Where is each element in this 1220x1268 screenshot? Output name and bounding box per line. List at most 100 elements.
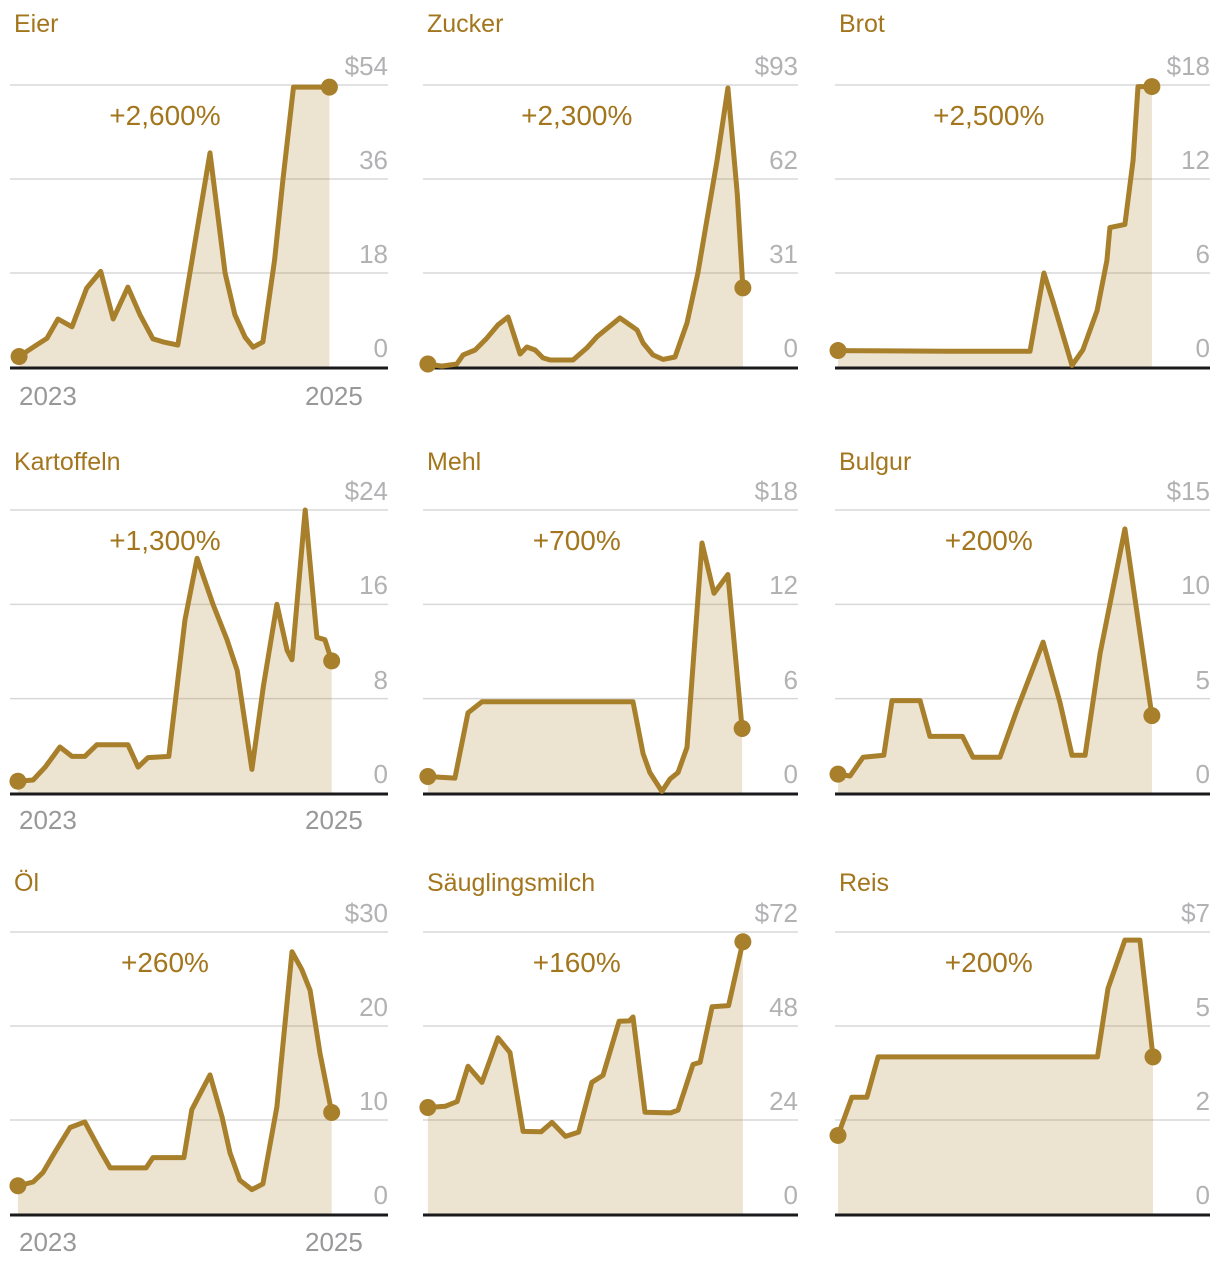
- chart-plot-bulgur: [829, 509, 1210, 796]
- x-axis-tick-label: 2023: [19, 805, 77, 835]
- end-point-dot: [1144, 1048, 1162, 1066]
- y-axis-tick-label: 2: [1195, 1086, 1210, 1116]
- y-axis-tick-label: 24: [769, 1086, 798, 1116]
- area-fill: [838, 528, 1152, 793]
- percent-change-annotation: +2,500%: [933, 100, 1045, 131]
- series-line: [835, 937, 1156, 1138]
- start-point-dot: [419, 355, 437, 373]
- series-line: [16, 84, 332, 360]
- y-axis-tick-label: $93: [754, 51, 798, 81]
- chart-plot-säuglingsmilch: [419, 931, 798, 1217]
- series-line: [15, 949, 335, 1193]
- y-axis-tick-label: 10: [1181, 570, 1210, 601]
- chart-plot-eier: [10, 78, 388, 370]
- y-axis-tick-label: 16: [359, 570, 388, 601]
- x-axis-tick-label: 2023: [19, 381, 77, 411]
- y-axis-tick-label: $18: [754, 476, 798, 506]
- y-axis-tick-label: 48: [769, 992, 798, 1022]
- series-line: [835, 84, 1155, 368]
- chart-title: Bulgur: [839, 448, 912, 476]
- percent-change-annotation: +1,300%: [109, 525, 221, 556]
- start-point-dot: [829, 1126, 847, 1144]
- chart-plot-reis: [829, 931, 1210, 1217]
- chart-title: Säuglingsmilch: [427, 869, 596, 897]
- y-axis-tick-label: 12: [1181, 145, 1210, 175]
- y-axis-tick-label: 5: [1195, 664, 1210, 695]
- chart-title: Zucker: [427, 10, 504, 38]
- end-point-dot: [734, 933, 752, 951]
- y-axis-tick-label: 0: [1195, 759, 1210, 789]
- y-axis-tick-label: 5: [1195, 992, 1210, 1022]
- y-axis-tick-label: 0: [373, 759, 388, 789]
- area-fill: [427, 941, 743, 1214]
- series-line: [835, 526, 1155, 779]
- y-axis-tick-label: 0: [1195, 333, 1210, 363]
- start-point-dot: [10, 348, 28, 366]
- chart-title: Kartoffeln: [14, 448, 121, 476]
- y-axis-tick-label: 20: [359, 992, 388, 1022]
- end-point-dot: [323, 652, 341, 670]
- start-point-dot: [419, 1098, 437, 1116]
- area-fill: [427, 543, 743, 793]
- percent-change-annotation: +2,600%: [109, 100, 221, 131]
- y-axis-tick-label: $18: [1166, 51, 1210, 81]
- y-axis-tick-label: 6: [783, 664, 798, 695]
- start-point-dot: [9, 1177, 27, 1195]
- y-axis-tick-label: 6: [1195, 239, 1210, 269]
- y-axis-tick-label: 0: [783, 759, 798, 789]
- y-axis-tick-label: $30: [344, 898, 388, 928]
- chart-title: Eier: [14, 10, 59, 38]
- y-axis-tick-label: 62: [769, 145, 798, 175]
- y-axis-tick-label: 0: [373, 333, 388, 363]
- y-axis-tick-label: 0: [373, 1180, 388, 1210]
- y-axis-tick-label: 12: [769, 570, 798, 601]
- y-axis-tick-label: $15: [1166, 476, 1210, 506]
- chart-plot-zucker: [419, 84, 798, 373]
- percent-change-annotation: +2,300%: [521, 100, 633, 131]
- y-axis-tick-label: 0: [1195, 1180, 1210, 1210]
- start-point-dot: [829, 765, 847, 783]
- x-axis-tick-label: 2025: [305, 381, 363, 411]
- series-line: [15, 507, 335, 784]
- end-point-dot: [1143, 707, 1161, 725]
- chart-title: Mehl: [427, 448, 482, 476]
- area-fill: [427, 88, 743, 367]
- y-axis-tick-label: 8: [373, 664, 388, 695]
- percent-change-annotation: +200%: [944, 947, 1033, 978]
- percent-change-annotation: +160%: [532, 947, 621, 978]
- x-axis-tick-label: 2023: [19, 1227, 77, 1257]
- x-axis-tick-label: 2025: [305, 805, 363, 835]
- chart-title: Brot: [839, 10, 885, 38]
- chart-plot-kartoffeln: [9, 507, 388, 796]
- chart-plot-mehl: [419, 509, 798, 796]
- end-point-dot: [320, 78, 338, 96]
- start-point-dot: [829, 342, 847, 360]
- percent-change-annotation: +260%: [120, 947, 209, 978]
- end-point-dot: [734, 279, 752, 297]
- y-axis-tick-label: $54: [344, 51, 388, 81]
- end-point-dot: [733, 720, 751, 738]
- y-axis-tick-label: $72: [754, 898, 798, 928]
- chart-plot-öl: [9, 931, 388, 1217]
- series-line: [425, 85, 746, 369]
- y-axis-tick-label: 0: [783, 1180, 798, 1210]
- end-point-dot: [323, 1103, 341, 1121]
- series-line: [425, 939, 746, 1139]
- y-axis-tick-label: 31: [769, 239, 798, 269]
- start-point-dot: [9, 772, 27, 790]
- y-axis-tick-label: 10: [359, 1086, 388, 1116]
- y-axis-tick-label: 18: [359, 239, 388, 269]
- y-axis-tick-label: 36: [359, 145, 388, 175]
- end-point-dot: [1143, 78, 1161, 96]
- series-line: [425, 540, 745, 794]
- area-fill: [838, 940, 1153, 1214]
- area-fill: [19, 87, 330, 367]
- y-axis-tick-label: $7: [1181, 898, 1210, 928]
- y-axis-tick-label: 0: [783, 333, 798, 363]
- x-axis-tick-label: 2025: [305, 1227, 363, 1257]
- chart-plot-brot: [829, 78, 1210, 370]
- y-axis-tick-label: $24: [344, 476, 388, 506]
- chart-title: Reis: [839, 869, 890, 897]
- chart-title: Öl: [14, 869, 39, 897]
